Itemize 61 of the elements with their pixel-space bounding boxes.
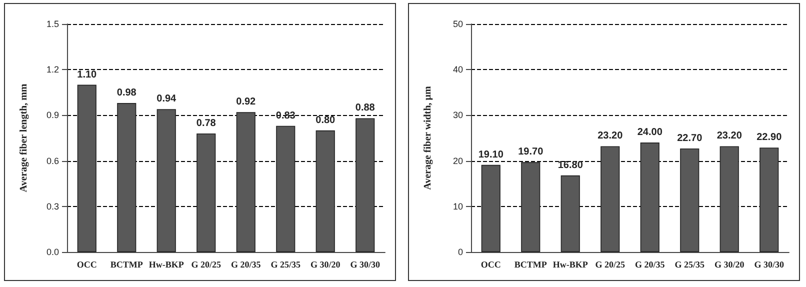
bar (77, 84, 96, 252)
bar (521, 162, 540, 252)
y-tick-label: 1.2 (46, 64, 59, 75)
y-tick-label: 20 (452, 156, 463, 166)
y-tick-label: 0 (458, 247, 463, 257)
data-label: 24.00 (637, 127, 663, 138)
bar (760, 148, 779, 252)
data-label: 16.80 (558, 160, 584, 171)
x-tick-label: BCTMP (110, 260, 144, 270)
bar (316, 130, 335, 252)
data-label: 0.94 (156, 94, 177, 105)
data-label: 1.10 (77, 69, 98, 80)
x-tick-label: Hw-BKP (148, 260, 184, 270)
bar (720, 146, 739, 252)
data-label: 22.70 (677, 132, 703, 144)
bar (560, 175, 580, 252)
data-label: 19.70 (518, 146, 544, 158)
bar (600, 146, 620, 252)
data-label: 19.10 (478, 149, 504, 160)
x-tick-label: G 30/20 (714, 260, 745, 270)
y-axis-title: Average fiber length, mm (18, 83, 30, 192)
y-axis-title: Average fiber width, µm (422, 85, 434, 190)
x-tick-label: BCTMP (514, 260, 548, 270)
y-tick-label: 50 (452, 19, 463, 29)
x-tick-label: G 25/35 (270, 260, 301, 270)
y-tick-label: 0.3 (46, 201, 59, 212)
x-tick-label: Hw-BKP (552, 260, 588, 270)
y-tick-label: 40 (452, 64, 463, 75)
x-tick-label: G 20/35 (230, 260, 262, 270)
bar (276, 126, 296, 252)
bar (481, 164, 500, 252)
data-label: 0.80 (316, 114, 336, 126)
bar (236, 112, 256, 252)
x-tick-label: OCC (480, 260, 501, 270)
x-tick-label: G 20/25 (191, 260, 222, 270)
y-tick-label: 30 (452, 110, 463, 120)
data-label: 23.20 (598, 130, 624, 142)
x-tick-label: G 25/35 (674, 260, 705, 270)
data-label: 0.92 (236, 96, 256, 108)
data-label: 0.88 (355, 102, 376, 114)
data-label: 23.20 (716, 130, 742, 142)
x-tick-label: G 30/30 (350, 260, 380, 270)
bar (196, 133, 216, 252)
x-tick-label: G 20/25 (595, 260, 626, 270)
y-tick-label: 1.5 (46, 19, 59, 29)
data-label: 0.98 (116, 88, 137, 99)
y-tick-label: 10 (452, 201, 463, 212)
y-tick-label: 0.9 (46, 110, 59, 120)
x-tick-label: OCC (76, 260, 97, 270)
data-label: 0.78 (196, 118, 216, 129)
bar (680, 148, 700, 252)
y-tick-label: 0.0 (46, 247, 59, 257)
bar (117, 103, 136, 252)
data-label: 22.90 (756, 132, 782, 144)
x-tick-label: G 30/20 (310, 260, 341, 270)
bar (156, 109, 176, 252)
x-tick-label: G 30/30 (754, 260, 784, 270)
bar (640, 142, 660, 252)
bar (356, 118, 375, 252)
x-tick-label: G 20/35 (634, 260, 666, 270)
y-tick-label: 0.6 (46, 156, 59, 166)
